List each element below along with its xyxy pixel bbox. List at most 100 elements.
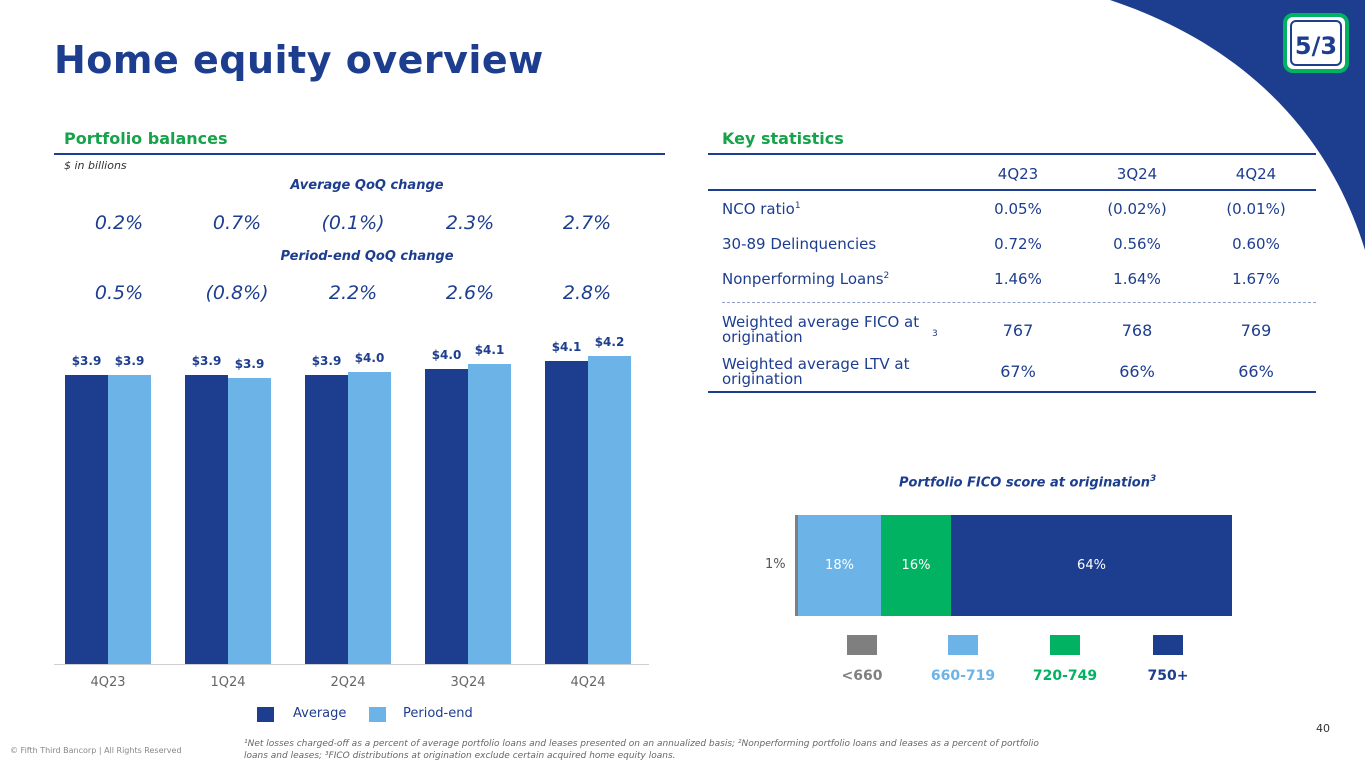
bar-period-end-4q24 <box>588 356 631 664</box>
bar-period-end-2q24 <box>348 371 391 664</box>
pe-qoq-value: 2.6% <box>445 282 495 304</box>
bar-value-label: $4.1 <box>551 339 582 354</box>
bar-average-3q24 <box>425 368 468 664</box>
table-row: 30-89 Delinquencies 0.72% 0.56% 0.60% <box>708 226 1316 261</box>
period-end-qoq-title: Period-end QoQ change <box>280 249 454 264</box>
x-axis-line <box>54 664 649 665</box>
legend-label-average: Average <box>293 706 347 721</box>
fico-segment-660-719: 18% <box>798 515 881 616</box>
left-heading-rule <box>54 153 665 155</box>
x-tick-label: 3Q24 <box>450 675 486 690</box>
fico-legend-label: 720-749 <box>1032 668 1098 684</box>
row-label: 30-89 Delinquencies <box>722 234 877 253</box>
fico-segment-720-749: 16% <box>881 515 951 616</box>
header-empty <box>708 158 958 190</box>
table-row: NCO ratio1 0.05% (0.02%) (0.01%) <box>708 190 1316 226</box>
portfolio-balances-heading: Portfolio balances <box>64 129 228 148</box>
cell-value: 769 <box>1240 320 1272 340</box>
avg-qoq-value: 2.3% <box>445 212 495 234</box>
bar-period-end-4q23 <box>108 375 151 664</box>
fico-legend-swatch <box>1153 635 1183 655</box>
bar-period-end-1q24 <box>228 377 271 664</box>
average-qoq-title: Average QoQ change <box>290 178 444 193</box>
bar-value-label: $3.9 <box>234 356 265 371</box>
cell-value: 67% <box>1000 362 1036 381</box>
fifth-third-logo: 5/3 <box>1283 13 1349 73</box>
column-header: 4Q23 <box>997 164 1039 183</box>
cell-value: 0.05% <box>994 199 1042 218</box>
fico-chart-title: Portfolio FICO score at origination3 <box>899 474 1157 491</box>
legend-label-period-end: Period-end <box>403 706 473 721</box>
bar-value-label: $3.9 <box>71 354 102 369</box>
copyright: © Fifth Third Bancorp | All Rights Reser… <box>10 746 182 755</box>
fico-small-segment-label: 1% <box>765 557 786 572</box>
column-header: 4Q24 <box>1235 164 1277 183</box>
cell-value: 66% <box>1119 362 1155 381</box>
cell-value: 767 <box>1002 320 1034 340</box>
pe-qoq-value: (0.8%) <box>205 282 269 304</box>
fico-legend-swatch <box>1050 635 1080 655</box>
footnote: ¹Net losses charged-off as a percent of … <box>244 739 1039 761</box>
avg-qoq-value: (0.1%) <box>321 212 385 234</box>
cell-value: 1.46% <box>994 269 1042 288</box>
bar-period-end-3q24 <box>468 364 511 664</box>
table-row: Weighted average LTV at origination 67% … <box>708 352 1316 392</box>
portfolio-balances-chart: $3.9 $3.9 4Q23 $3.9 $3.9 1Q24 $3.9 $4.0 2Q24 $4.0… <box>0 0 700 730</box>
cell-value: 66% <box>1238 362 1274 381</box>
x-tick-label: 1Q24 <box>210 675 246 690</box>
cell-value: 1.64% <box>1113 269 1161 288</box>
cell-value: 0.56% <box>1113 234 1161 253</box>
avg-qoq-value: 2.7% <box>562 212 612 234</box>
bar-average-4q24 <box>545 360 588 664</box>
fico-legend-label: 750+ <box>1147 668 1189 684</box>
cell-value: (0.01%) <box>1226 199 1286 218</box>
row-label: NCO ratio1 <box>722 199 801 218</box>
pe-qoq-value: 0.5% <box>94 282 144 304</box>
fico-segment-750plus: 64% <box>951 515 1232 616</box>
bar-average-4q23 <box>65 375 108 664</box>
right-heading-rule <box>708 153 1316 155</box>
row-label: Weighted average FICO at origination 3 <box>722 313 938 346</box>
x-tick-label: 4Q23 <box>90 675 126 690</box>
cell-value: (0.02%) <box>1107 199 1167 218</box>
cell-value: 768 <box>1121 320 1153 340</box>
avg-qoq-value: 0.2% <box>94 212 144 234</box>
page-number: 40 <box>1316 722 1330 735</box>
bar-value-label: $4.0 <box>354 350 385 365</box>
column-header: 3Q24 <box>1116 164 1158 183</box>
table-row: Weighted average FICO at origination 3 76… <box>708 308 1316 352</box>
bar-value-label: $4.2 <box>594 335 625 350</box>
legend-swatch-average <box>257 707 274 722</box>
cell-value: 0.60% <box>1232 234 1280 253</box>
bar-value-label: $3.9 <box>311 354 342 369</box>
legend-swatch-period-end <box>369 707 386 722</box>
bar-value-label: $3.9 <box>191 353 222 368</box>
units-note: $ in billions <box>64 159 127 172</box>
pe-qoq-value: 2.2% <box>328 282 378 304</box>
cell-value: 1.67% <box>1232 269 1280 288</box>
bar-average-2q24 <box>305 375 348 664</box>
table-header-row: 4Q23 3Q24 4Q24 <box>708 158 1316 190</box>
fico-legend-label: <660 <box>841 668 883 684</box>
bar-value-label: $4.0 <box>431 347 462 362</box>
bar-average-1q24 <box>185 374 228 664</box>
logo-text: 5/3 <box>1295 32 1337 60</box>
row-label: Weighted average LTV at origination <box>722 354 910 388</box>
bar-value-label: $3.9 <box>114 354 145 369</box>
fico-legend-swatch <box>948 635 978 655</box>
bar-value-label: $4.1 <box>474 343 505 358</box>
avg-qoq-value: 0.7% <box>212 212 262 234</box>
dashed-divider-row <box>708 296 1316 308</box>
fico-legend-label: 660-719 <box>930 668 996 684</box>
x-tick-label: 4Q24 <box>570 675 606 690</box>
row-label: Nonperforming Loans2 <box>722 269 890 288</box>
cell-value: 0.72% <box>994 234 1042 253</box>
page-title: Home equity overview <box>54 38 544 82</box>
fico-segment-lt660 <box>795 515 798 616</box>
key-statistics-heading: Key statistics <box>722 129 844 148</box>
key-statistics-table: 4Q23 3Q24 4Q24 NCO ratio1 0.05% (0.02%) … <box>708 158 1316 393</box>
x-tick-label: 2Q24 <box>330 675 366 690</box>
pe-qoq-value: 2.8% <box>562 282 612 304</box>
fico-legend-swatch <box>847 635 877 655</box>
table-row: Nonperforming Loans2 1.46% 1.64% 1.67% <box>708 261 1316 296</box>
